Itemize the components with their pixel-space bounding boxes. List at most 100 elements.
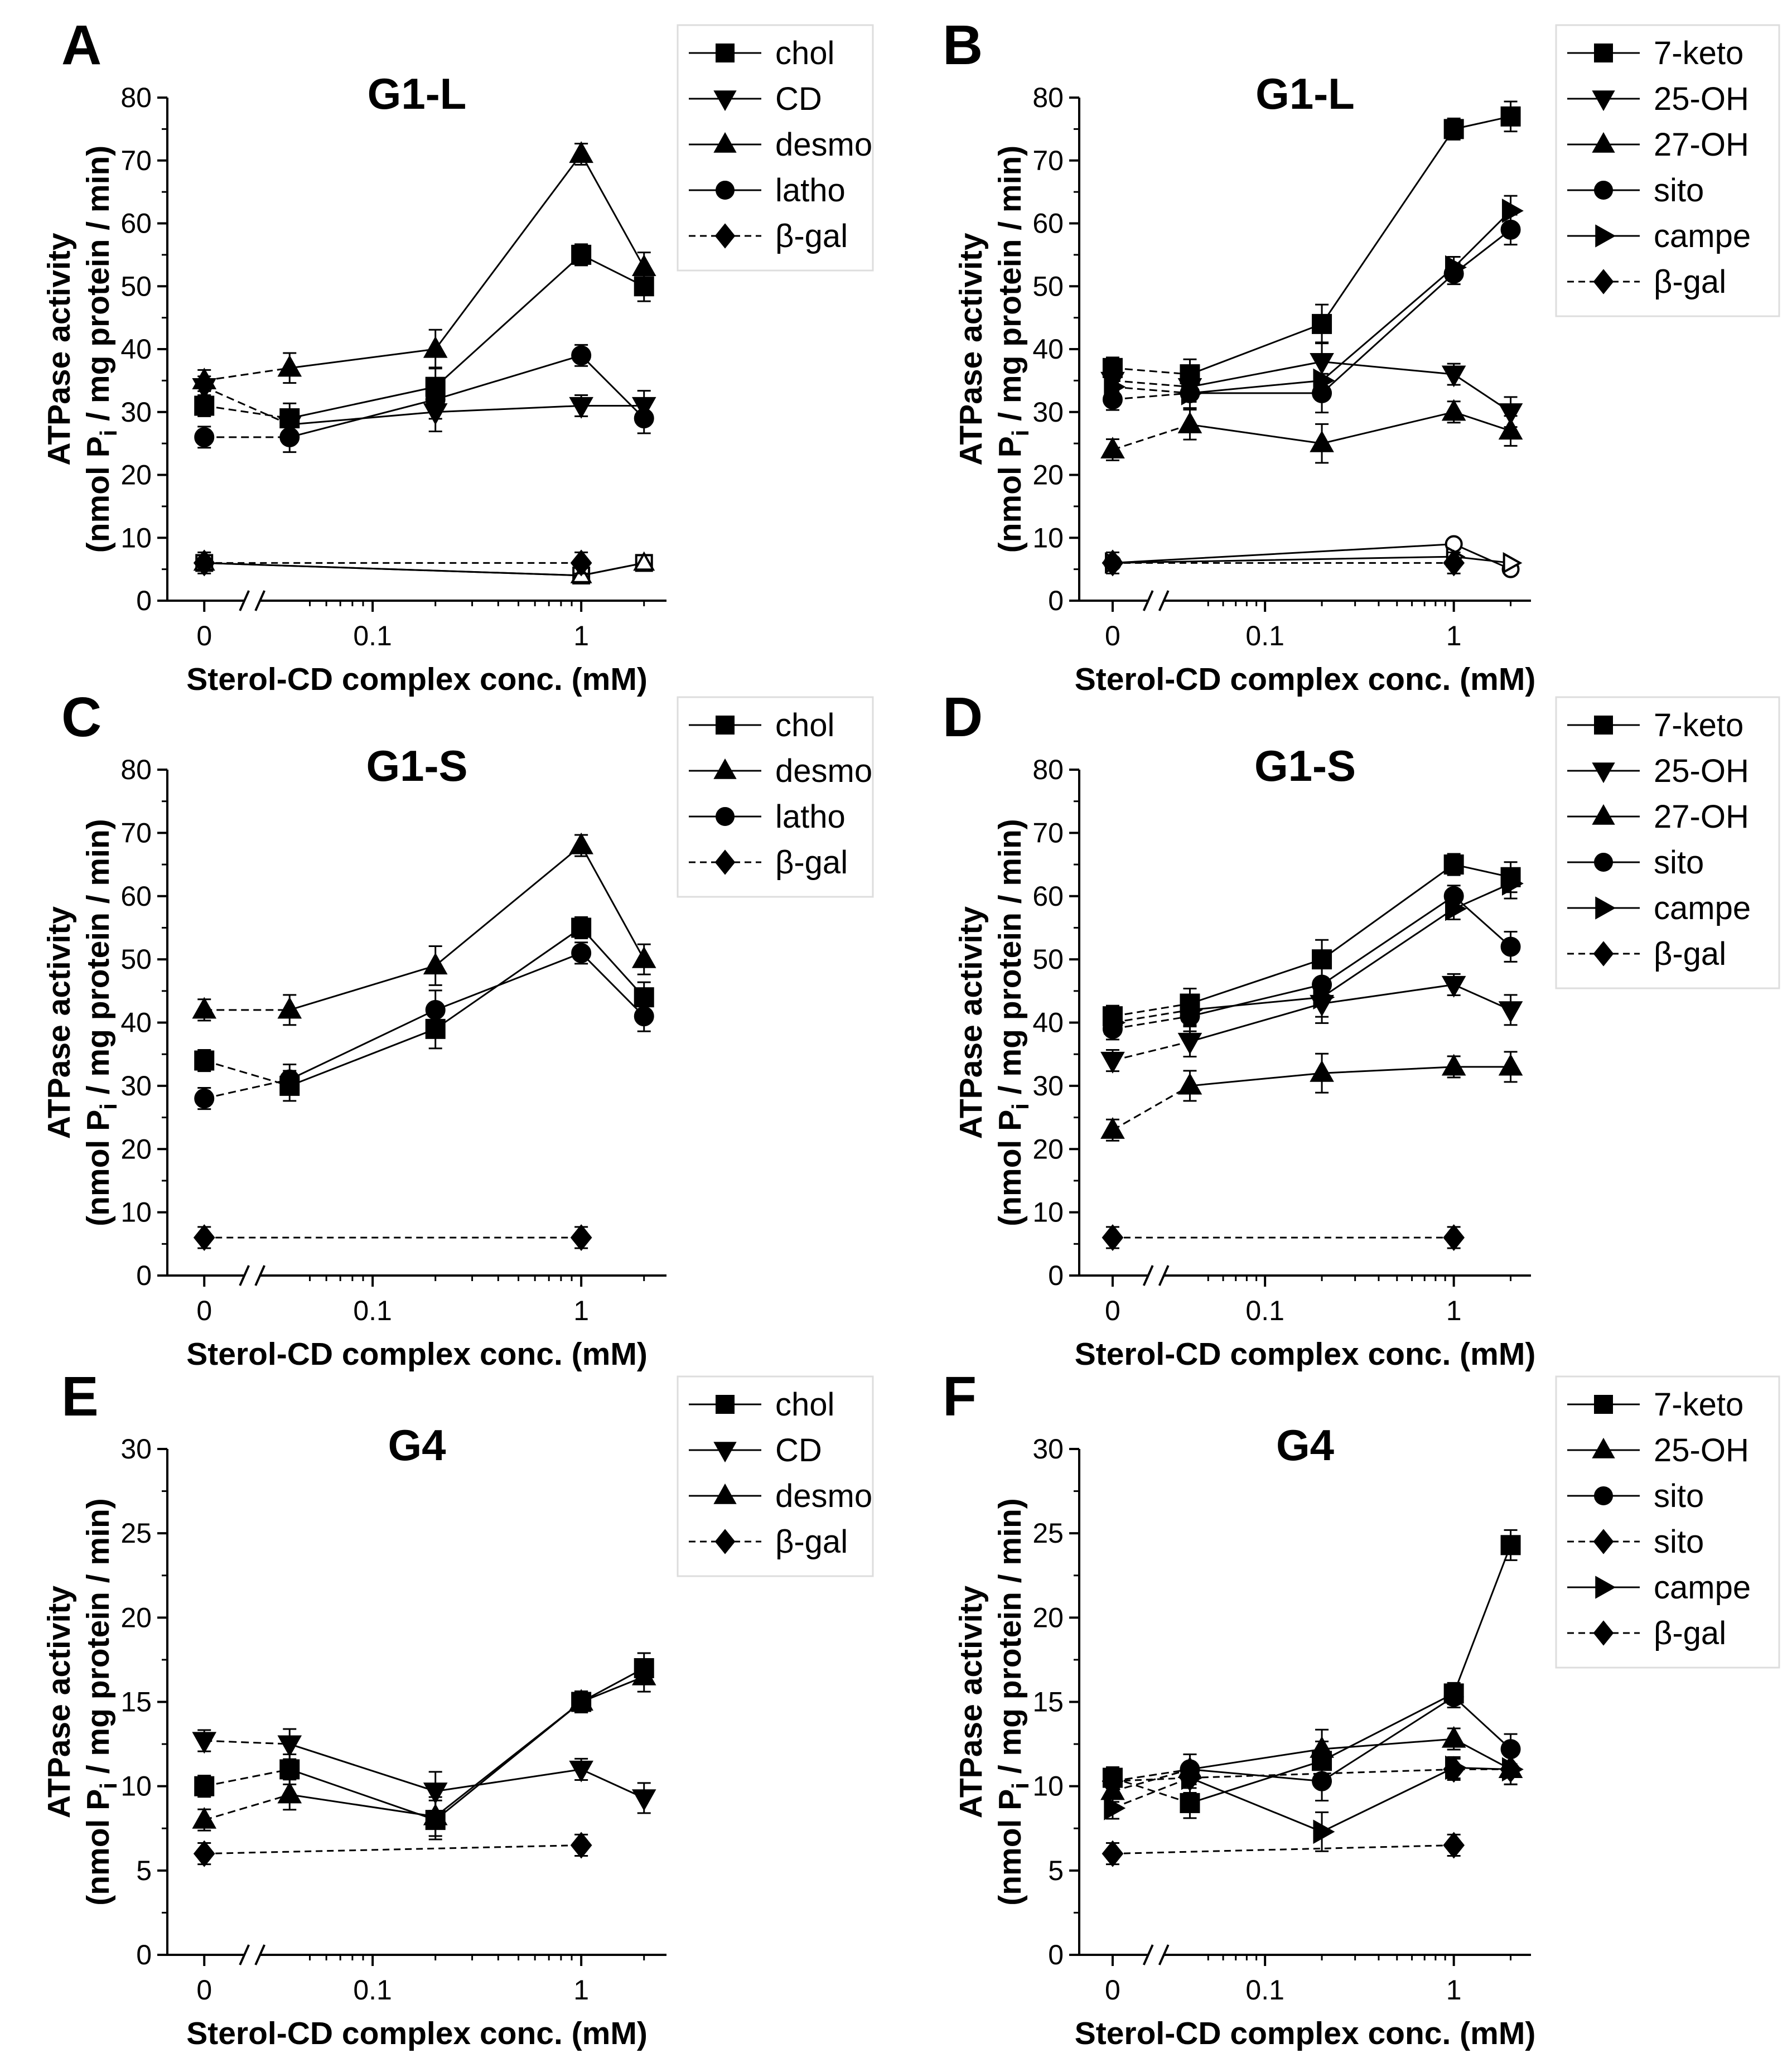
legend-label: campe [1654,1569,1751,1606]
y-tick-label: 50 [1032,270,1064,302]
legend-marker [1592,762,1615,784]
series-line-first-segment [1112,423,1190,451]
data-point [571,917,592,938]
panel-letter: D [943,686,983,748]
legend-label: 7-keto [1654,1387,1743,1423]
data-point [569,832,593,854]
series-line-first-segment [1112,1015,1190,1030]
legend-label: campe [1654,218,1751,254]
data-point [277,997,302,1019]
series-line-first-segment [204,1768,290,1788]
y-axis-label-part: (nmol P [992,1110,1028,1226]
x-axis-label: Sterol-CD complex conc. (mM) [186,2016,648,2051]
y-tick-label: 80 [120,82,152,113]
data-point [1104,374,1126,399]
legend-marker [716,807,735,826]
y-tick-label: 20 [120,1602,152,1633]
data-point [1445,255,1467,280]
y-axis-label-part: / mg protein / min) [992,146,1028,430]
x-tick-label: 0.1 [1245,620,1284,651]
legend-label: β-gal [775,1524,848,1560]
chart-title: G1-L [1255,69,1355,118]
series-line-dashed [1112,1844,1454,1855]
legend-label: β-gal [775,218,848,254]
y-axis-label-line2: (nmol Pi / mg protein / min) [80,819,122,1226]
y-tick-label: 70 [120,145,152,176]
series-line [1190,1738,1511,1770]
series-line-first-segment [1112,367,1190,375]
x-tick-label: 0.1 [353,620,392,651]
y-axis-label-part: (nmol P [992,1789,1028,1906]
legend-marker [1592,1437,1615,1458]
series-line-dashed [1112,1768,1511,1783]
data-point [570,1224,592,1251]
data-point [1100,1117,1125,1139]
y-axis-label-part: (nmol P [992,436,1028,553]
x-tick-label: 0.1 [353,1974,392,2006]
axis-break-mark [239,1265,250,1286]
data-point [1501,1757,1524,1782]
data-point [1102,1224,1124,1251]
axis-break-gap [244,596,260,605]
y-tick-label: 40 [120,334,152,365]
legend-label: chol [775,1387,834,1423]
data-point [1310,430,1334,452]
data-point [192,997,217,1019]
y-tick-label: 50 [120,270,152,302]
data-point [1445,896,1467,921]
data-point [1498,418,1523,440]
data-point [1181,998,1203,1022]
legend-marker [1594,1395,1613,1414]
y-tick-label: 5 [136,1855,152,1886]
series-line [289,254,645,419]
data-point [1498,403,1523,426]
chart-title: G1-S [1254,741,1356,790]
data-point [1441,399,1466,421]
series-line-first-segment [1112,1009,1190,1023]
legend-label: chol [775,35,834,71]
series-line [1190,411,1511,445]
legend-marker [713,758,737,779]
y-axis-label-line2: (nmol Pi / mg protein / min) [992,819,1033,1226]
data-point [1312,1771,1332,1791]
series-line [1190,882,1511,1011]
legend-label: chol [775,707,834,743]
x-tick-label: 0 [196,1295,212,1326]
y-axis-label-line1: ATPase activity [953,233,989,465]
data-point [1102,1840,1124,1867]
data-point [1100,437,1125,458]
chart-title: G4 [388,1421,446,1470]
data-point [192,1732,217,1754]
series-line [289,1675,645,1818]
y-tick-label: 20 [120,1133,152,1165]
legend-label: sito [1654,844,1704,881]
legend-marker [1594,853,1613,872]
data-point [1181,381,1203,405]
series-line-first-segment [1112,1085,1191,1131]
series-line-first-segment [1112,1768,1190,1783]
data-point [1500,106,1521,127]
y-axis-label-line1: ATPase activity [41,906,77,1139]
legend-marker [716,44,735,62]
data-point [1313,368,1335,393]
axis-break-mark [254,1944,265,1965]
axis-break-mark [254,1265,265,1286]
data-point [1498,1054,1523,1076]
legend-label: sito [1654,172,1704,209]
y-tick-label: 0 [1048,585,1064,616]
data-point [1177,1032,1202,1055]
chart-title: G1-S [366,741,467,790]
data-point [423,336,448,358]
y-axis-label-line1: ATPase activity [41,233,77,465]
y-tick-label: 70 [1032,145,1064,176]
data-point [192,1806,217,1829]
data-point [1102,549,1124,577]
data-point [571,345,592,366]
legend-label: sito [1654,1524,1704,1560]
y-tick-label: 40 [120,1007,152,1038]
data-point [1501,871,1524,896]
data-point [1443,1687,1464,1707]
y-axis-label-line1: ATPase activity [953,906,989,1139]
y-tick-label: 25 [120,1518,152,1549]
y-axis-label-subscript: i [95,430,122,437]
